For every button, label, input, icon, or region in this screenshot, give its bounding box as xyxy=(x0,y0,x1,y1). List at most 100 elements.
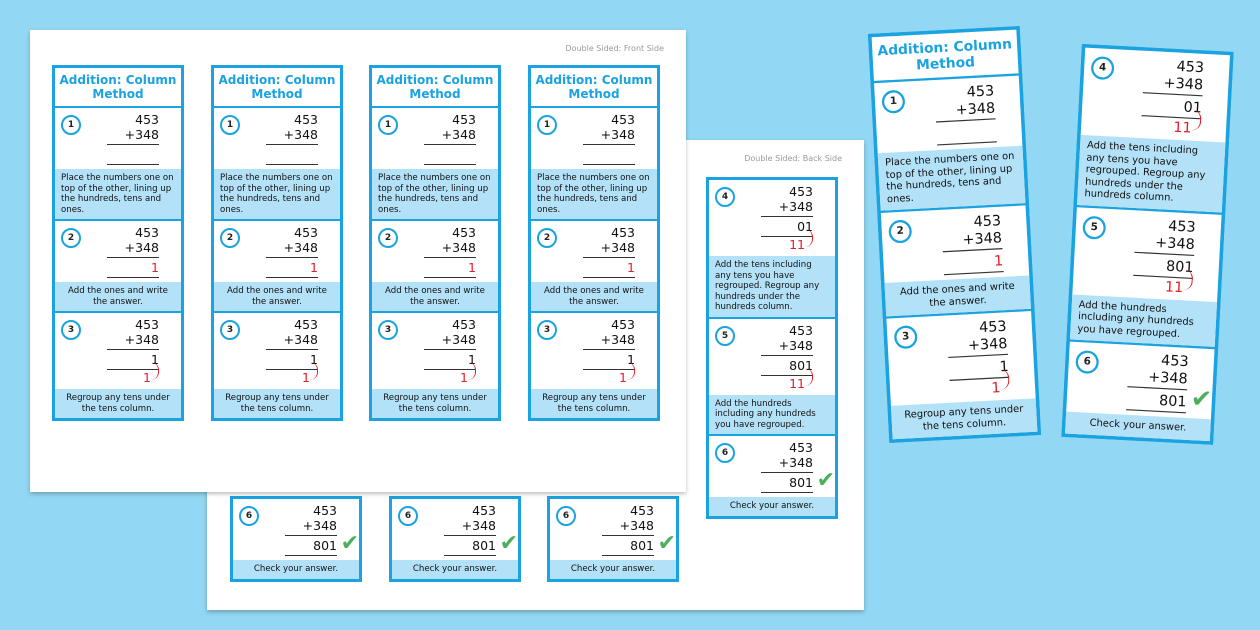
step-number-badge: 6 xyxy=(556,506,576,526)
answer: 1 xyxy=(993,251,1004,270)
answer: 1 xyxy=(468,352,476,367)
step-3: 3 453 +348 1 1 Regroup any tens under th… xyxy=(372,313,498,418)
answer-line xyxy=(285,555,337,556)
step-instruction: Check your answer. xyxy=(550,560,676,579)
answer-line xyxy=(761,374,813,376)
check-mark-icon: ✔ xyxy=(499,531,518,556)
addend-bottom: +348 xyxy=(124,127,159,142)
step-1: 1 453 +348 Place the numbers one on top … xyxy=(874,75,1026,211)
step-4: 4 453 +348 01 11 Add the tens including … xyxy=(1077,47,1230,212)
answer xyxy=(583,147,635,162)
step-number-badge: 2 xyxy=(61,228,81,248)
step-6: 6 453 +348 801 ✔ Check your answer. xyxy=(233,499,359,579)
column-sum: 453 +348 1 xyxy=(583,225,635,278)
card-title: Addition: Column Method xyxy=(55,68,181,106)
carry-digits: 1 xyxy=(107,362,159,385)
column-sum: 453 +348 1 1 xyxy=(107,317,159,385)
step-instruction: Regroup any tens under the tens column. xyxy=(372,389,498,418)
sum-line xyxy=(444,535,496,536)
step-number-badge: 3 xyxy=(537,320,557,340)
step-3: 3 453 +348 1 1 Regroup any tens under th… xyxy=(214,313,340,418)
carry-value: 1 xyxy=(460,370,468,385)
addend-bottom: +348 xyxy=(302,518,337,533)
column-sum: 453 +348 1 xyxy=(266,225,318,278)
addend-bottom: +348 xyxy=(1163,73,1204,93)
carry-digits: 11 xyxy=(1141,109,1202,136)
card-title: Addition: Column Method xyxy=(871,29,1019,81)
addend-bottom: +348 xyxy=(441,127,476,142)
sum-line xyxy=(424,144,476,145)
addend-bottom: +348 xyxy=(778,199,813,214)
answer-line xyxy=(602,555,654,556)
addend-top: 453 xyxy=(135,317,159,332)
step-2: 2 453 +348 1 Add the ones and write the … xyxy=(372,221,498,311)
addend-top: 453 xyxy=(452,317,476,332)
step-instruction: Add the tens including any tens you have… xyxy=(1077,134,1226,212)
carry-value: 1 xyxy=(619,370,627,385)
column-sum: 453 +348 801 ✔ xyxy=(602,503,676,556)
step-instruction: Add the hundreds including any hundreds … xyxy=(709,394,835,434)
carry-digits: 1 xyxy=(266,362,318,385)
step-6: 6 453 +348 801 ✔ Check your answer. xyxy=(709,436,835,516)
answer-line xyxy=(266,277,318,278)
addend-bottom: +348 xyxy=(124,240,159,255)
addend-bottom: +348 xyxy=(1154,232,1196,252)
step-instruction: Place the numbers one on top of the othe… xyxy=(55,169,181,219)
answer-line xyxy=(424,369,476,370)
addend-bottom: +348 xyxy=(955,98,996,119)
step-number-badge: 1 xyxy=(61,115,81,135)
answer-line xyxy=(583,277,635,278)
addend-top: 453 xyxy=(135,112,159,127)
sum-line xyxy=(266,144,318,145)
column-sum: 453 +348 1 1 xyxy=(946,317,1010,398)
step-instruction: Add the tens including any tens you have… xyxy=(709,256,835,317)
carry-arrow-icon xyxy=(468,362,476,380)
answer: 1 xyxy=(310,352,318,367)
column-sum: 453 +348 xyxy=(424,112,476,165)
addend-top: 453 xyxy=(294,317,318,332)
column-sum: 453 +348 xyxy=(583,112,635,165)
step-number-badge: 5 xyxy=(1082,215,1107,240)
answer xyxy=(936,122,997,142)
carry-digits: 1 xyxy=(424,362,476,385)
step-3: 3 453 +348 1 1 Regroup any tens under th… xyxy=(55,313,181,418)
step-instruction: Add the ones and write the answer. xyxy=(372,282,498,311)
addend-bottom: +348 xyxy=(124,332,159,347)
answer-line xyxy=(266,369,318,370)
addend-top: 453 xyxy=(452,112,476,127)
step-instruction: Check your answer. xyxy=(233,560,359,579)
answer-line xyxy=(424,164,476,165)
step-instruction: Regroup any tens under the tens column. xyxy=(214,389,340,418)
column-sum: 453 +348 801 11 xyxy=(1132,214,1196,295)
answer-line xyxy=(1126,409,1186,414)
step-instruction: Regroup any tens under the tens column. xyxy=(531,389,657,418)
column-sum: 453 +348 1 xyxy=(941,211,1004,276)
bookmark-card: 4 453 +348 01 11 Add the tens including … xyxy=(1061,44,1234,445)
answer: 1 xyxy=(151,352,159,367)
sum-line xyxy=(266,349,318,350)
step-4: 4 453 +348 01 11 Add the tens including … xyxy=(709,180,835,317)
step-instruction: Place the numbers one on top of the othe… xyxy=(372,169,498,219)
answer-line xyxy=(943,271,1004,276)
step-number-badge: 6 xyxy=(715,443,735,463)
addend-bottom: +348 xyxy=(1147,367,1189,387)
step-6: 6 453 +348 801 ✔ Check your answer. xyxy=(550,499,676,579)
bookmark-card: Addition: Column Method 1 453 +348 Place… xyxy=(528,65,660,421)
addend-top: 453 xyxy=(611,112,635,127)
sum-line xyxy=(583,349,635,350)
addend-bottom: +348 xyxy=(967,334,1008,354)
step-2: 2 453 +348 1 Add the ones and write the … xyxy=(880,205,1031,317)
answer-line xyxy=(107,277,159,278)
sum-line xyxy=(107,144,159,145)
bookmark-card: Addition: Column Method 1 453 +348 Place… xyxy=(52,65,184,421)
step-1: 1 453 +348 Place the numbers one on top … xyxy=(214,108,340,219)
step-1: 1 453 +348 Place the numbers one on top … xyxy=(372,108,498,219)
answer: 1 xyxy=(627,260,635,275)
answer-line xyxy=(424,277,476,278)
carry-arrow-icon xyxy=(151,362,159,380)
carry-value: 11 xyxy=(1164,276,1184,296)
carry-arrow-icon xyxy=(805,229,813,247)
answer: 1 xyxy=(151,260,159,275)
step-instruction: Place the numbers one on top of the othe… xyxy=(531,169,657,219)
column-sum: 453 +348 01 11 xyxy=(761,184,813,252)
